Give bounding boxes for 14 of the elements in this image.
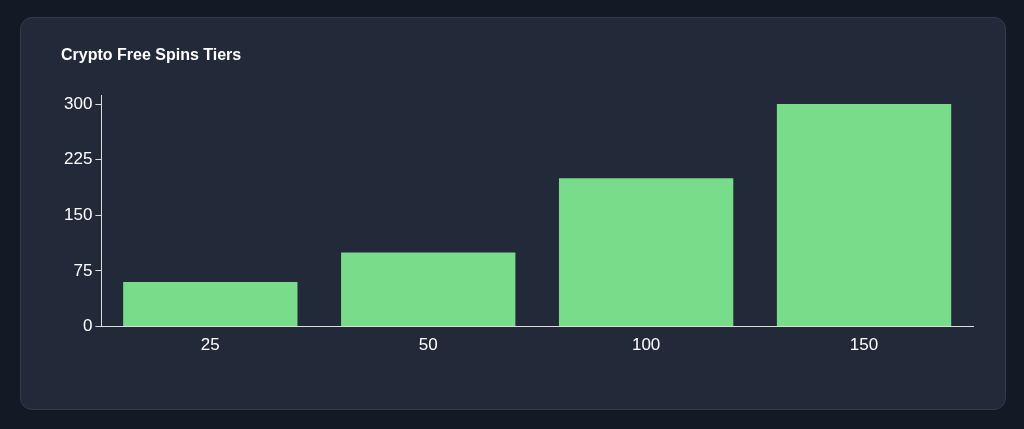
bar [776,104,952,327]
y-tick-label: 150 [63,205,93,225]
y-tick-label: 0 [82,316,93,336]
y-tick-label: 75 [73,260,93,280]
y-tick-label: 300 [63,93,93,113]
x-tick-label: 25 [200,335,220,355]
bar [341,252,516,327]
y-tick-label: 225 [63,149,93,169]
chart-title: Crypto Free Spins Tiers [61,46,242,64]
x-tick-label: 50 [418,335,438,355]
bar [558,178,734,327]
x-tick-label: 100 [631,335,661,355]
x-tick-label: 150 [849,335,879,355]
bar [123,282,298,327]
